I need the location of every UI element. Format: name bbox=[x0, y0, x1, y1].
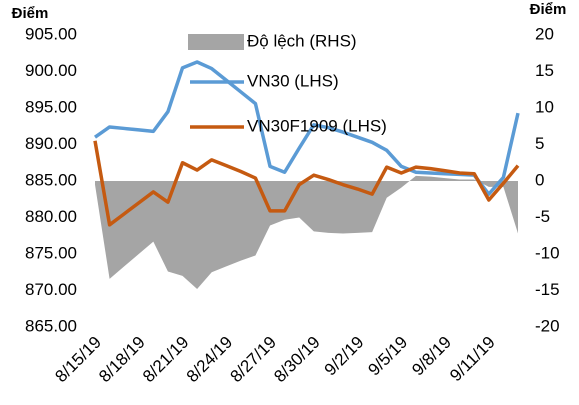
y-tick-label: 890.00 bbox=[25, 134, 77, 153]
x-tick-label: 8/21/19 bbox=[139, 333, 193, 387]
y-tick-label: 905.00 bbox=[25, 24, 77, 43]
legend-swatch bbox=[188, 34, 244, 50]
line bbox=[93, 140, 520, 227]
y-tick-label: 900.00 bbox=[25, 61, 77, 80]
y-tick-label: 870.00 bbox=[25, 280, 77, 299]
x-tick-label: 8/30/19 bbox=[270, 333, 324, 387]
x-tick-label: 8/24/19 bbox=[183, 333, 237, 387]
x-tick-label: 8/27/19 bbox=[226, 333, 280, 387]
y2-tick-label: 5 bbox=[535, 134, 544, 153]
y2-tick-label: -5 bbox=[535, 207, 550, 226]
line bbox=[93, 60, 520, 196]
y-axis-label: Điểm bbox=[12, 5, 49, 22]
y2-tick-label: -20 bbox=[535, 316, 560, 335]
y-tick-label: 885.00 bbox=[25, 170, 77, 189]
y-tick-label: 895.00 bbox=[25, 97, 77, 116]
y-tick-label: 865.00 bbox=[25, 316, 77, 335]
x-tick-label: 9/5/19 bbox=[364, 333, 411, 380]
y2-tick-label: 15 bbox=[535, 61, 554, 80]
legend-label: Độ lệch (RHS) bbox=[247, 31, 357, 50]
y-tick-label: 875.00 bbox=[25, 243, 77, 262]
y2-axis-label: Điểm bbox=[530, 1, 567, 18]
y-tick-label: 880.00 bbox=[25, 207, 77, 226]
y2-tick-label: -15 bbox=[535, 280, 560, 299]
x-tick-label: 9/11/19 bbox=[446, 333, 499, 386]
y2-tick-label: 10 bbox=[535, 97, 554, 116]
legend-label: VN30F1909 (LHS) bbox=[247, 116, 387, 135]
x-tick-label: 9/2/19 bbox=[321, 333, 368, 380]
legend-label: VN30 (LHS) bbox=[247, 71, 339, 90]
x-tick-label: 8/15/19 bbox=[51, 333, 105, 387]
y2-tick-label: 0 bbox=[535, 170, 544, 189]
y2-tick-label: -10 bbox=[535, 243, 560, 262]
area bbox=[95, 175, 518, 290]
x-tick-label: 8/18/19 bbox=[95, 333, 149, 387]
y2-tick-label: 20 bbox=[535, 24, 554, 43]
